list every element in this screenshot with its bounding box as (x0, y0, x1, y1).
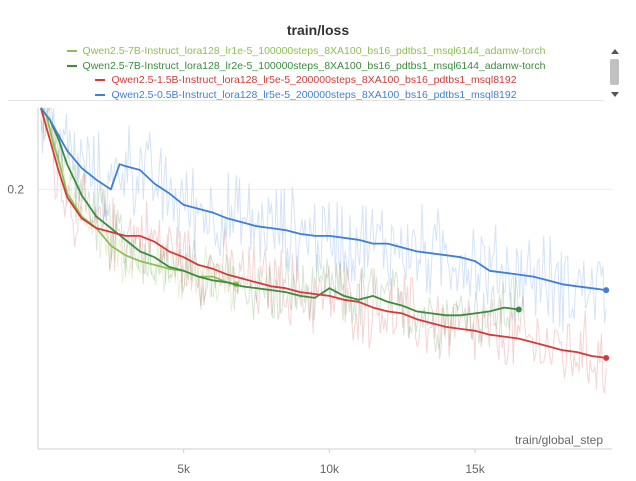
legend-scrollbar[interactable] (608, 46, 622, 100)
scroll-up-icon[interactable] (611, 49, 619, 54)
legend-label: Qwen2.5-7B-Instruct_lora128_lr1e-5_10000… (82, 45, 546, 58)
x-tick-label: 5k (177, 462, 191, 476)
legend-label: Qwen2.5-1.5B-Instruct_lora128_lr5e-5_200… (111, 74, 517, 87)
x-tick-label: 10k (320, 462, 340, 476)
y-tick-label: 0.2 (7, 182, 24, 196)
series-end-point-3[interactable] (603, 287, 610, 294)
legend-label: Qwen2.5-0.5B-Instruct_lora128_lr5e-5_200… (111, 88, 517, 101)
legend-item[interactable]: Qwen2.5-0.5B-Instruct_lora128_lr5e-5_200… (8, 88, 604, 101)
legend-item[interactable]: Qwen2.5-7B-Instruct_lora128_lr2e-5_10000… (8, 59, 604, 74)
series-line-1[interactable] (40, 107, 519, 317)
series-end-point-2[interactable] (603, 354, 610, 361)
legend-label: Qwen2.5-7B-Instruct_lora128_lr2e-5_10000… (82, 59, 546, 72)
series-line-3[interactable] (40, 107, 607, 291)
x-tick-label: 15k (465, 462, 485, 476)
legend-item[interactable]: Qwen2.5-1.5B-Instruct_lora128_lr5e-5_200… (8, 73, 604, 88)
series-line-0[interactable] (40, 107, 237, 286)
series-raw-3 (40, 106, 607, 332)
legend-swatch (95, 93, 106, 96)
series-raw-1 (40, 106, 520, 353)
legend-swatch (95, 79, 106, 82)
x-axis-label: train/global_step (515, 433, 603, 447)
legend: Qwen2.5-7B-Instruct_lora128_lr1e-5_10000… (8, 44, 604, 101)
legend-swatch (66, 50, 77, 53)
legend-item[interactable]: Qwen2.5-7B-Instruct_lora128_lr1e-5_10000… (8, 44, 604, 59)
legend-swatch (66, 64, 77, 67)
scroll-down-icon[interactable] (611, 92, 619, 97)
series-line-2[interactable] (40, 107, 607, 359)
series-end-point-1[interactable] (515, 306, 522, 313)
chart-title: train/loss (286, 22, 350, 38)
series-raw-2 (40, 107, 607, 394)
scrollbar-thumb[interactable] (610, 59, 619, 85)
